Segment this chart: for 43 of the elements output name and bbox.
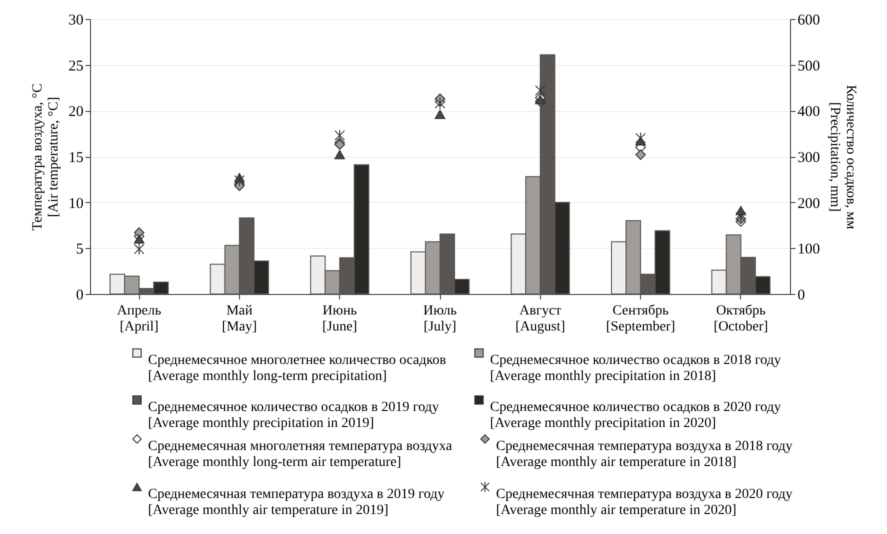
y2-tick-label: 500 xyxy=(798,58,820,74)
point xyxy=(334,150,345,160)
y2-tick-label: 600 xyxy=(798,12,820,28)
y-tick-label: 20 xyxy=(68,104,84,120)
x-tick-label: Май [May] xyxy=(222,304,257,334)
legend-label: Среднемесячная температура воздуха в 2020 году [Average monthly air temperature in 2020] xyxy=(496,487,793,518)
y2-tick-label: 400 xyxy=(798,104,820,120)
x-tick-label: Октябрь [October] xyxy=(714,304,768,334)
point xyxy=(736,210,746,224)
y-tick-label: 15 xyxy=(68,150,84,166)
legend-label: Среднемесячное количество осадков в 2019 году [Average monthly precipitation in 2019] xyxy=(148,400,440,431)
y2-tick-label: 300 xyxy=(798,150,820,166)
x-tick-label: Август [August] xyxy=(515,304,566,334)
x-tick-label: Сентябрь [September] xyxy=(606,304,676,334)
y2-axis-title: Количество осадков, мм [Precipitation, mm] xyxy=(827,84,858,230)
legend-label: Среднемесячное многолетнее количество осадков [Average monthly long-term precipitation] xyxy=(148,353,446,384)
y-tick-label: 0 xyxy=(76,288,84,304)
point xyxy=(334,129,345,142)
point xyxy=(134,234,144,244)
legend-label: Среднемесячная многолетняя температура воздуха [Average monthly long-term air temperature] xyxy=(148,439,453,470)
legend-label: Среднемесячное количество осадков в 2018 году [Average monthly precipitation in 2018] xyxy=(490,353,782,384)
x-tick-label: Июль [July] xyxy=(423,304,457,334)
legend-label: Среднемесячное количество осадков в 2020 году [Average monthly precipitation in 2020] xyxy=(490,400,782,431)
y2-tick-label: 0 xyxy=(798,288,805,304)
y-tick-label: 30 xyxy=(68,12,84,28)
point xyxy=(234,174,245,187)
y2-tick-label: 100 xyxy=(798,242,820,258)
point xyxy=(134,242,144,256)
x-tick-label: Апрель [April] xyxy=(117,304,162,334)
point xyxy=(635,132,646,144)
y-tick-label: 10 xyxy=(68,196,84,212)
point xyxy=(434,110,446,119)
y-tick-label: 5 xyxy=(76,242,84,258)
point xyxy=(535,95,546,104)
x-tick-label: Июнь [June] xyxy=(322,304,358,334)
y-axis-title: Температура воздуха, °C [Air temperature, °C] xyxy=(30,83,62,231)
legend-label: Среднемесячная температура воздуха в 2019 году [Average monthly air temperature in 2019] xyxy=(148,487,445,518)
legend-label: Среднемесячная температура воздуха в 2018 году [Average monthly air temperature in 2018] xyxy=(496,439,793,470)
y2-tick-label: 200 xyxy=(798,196,820,212)
point xyxy=(434,97,446,110)
y-tick-label: 25 xyxy=(68,58,84,74)
point xyxy=(635,149,646,160)
point xyxy=(535,84,546,97)
